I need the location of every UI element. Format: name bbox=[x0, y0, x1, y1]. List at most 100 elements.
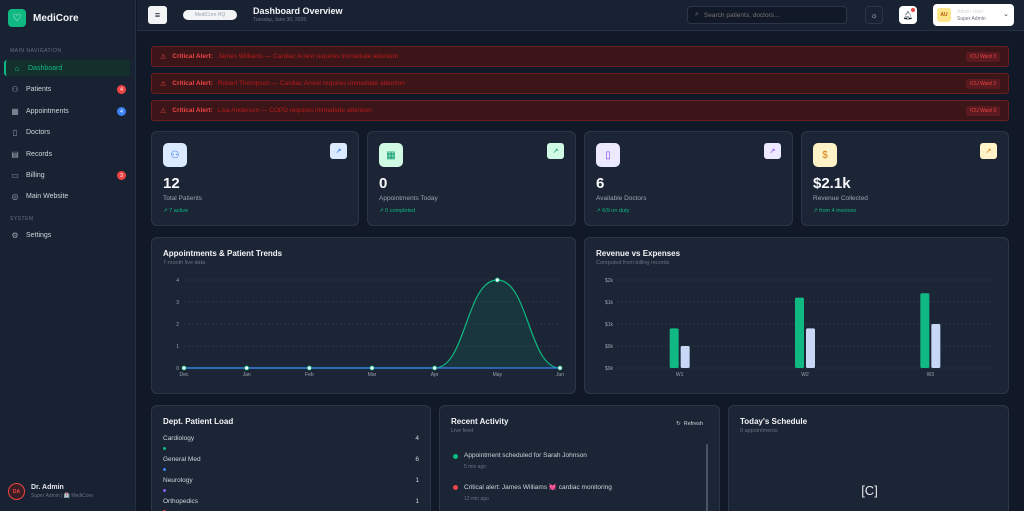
sidebar-item-settings[interactable]: ⚙ Settings bbox=[4, 227, 130, 243]
critical-alert[interactable]: ⚠ Critical Alert: Robert Thompson — Card… bbox=[151, 73, 1009, 94]
alert-label: Critical Alert: bbox=[172, 80, 213, 87]
x-tick-label: May bbox=[493, 372, 503, 378]
dept-count: 1 bbox=[415, 498, 419, 505]
sidebar-item-label: Patients bbox=[26, 85, 52, 93]
warning-icon: ⚠ bbox=[160, 107, 167, 115]
x-tick-label: W3 bbox=[927, 372, 935, 378]
location-pill[interactable]: MediCore HQ bbox=[183, 10, 237, 20]
stat-card-appointments[interactable]: ▦ ↗ 0 Appointments Today ↗ 0 completed bbox=[367, 131, 576, 226]
bar bbox=[920, 293, 930, 368]
critical-alert[interactable]: ⚠ Critical Alert: James Williams — Cardi… bbox=[151, 46, 1009, 67]
alert-message: Robert Thompson — Cardiac Arrest require… bbox=[217, 80, 405, 87]
sun-icon: ☼ bbox=[870, 10, 878, 20]
sidebar-item-patients[interactable]: ⚇ Patients 4 bbox=[4, 81, 130, 97]
sidebar-item-dashboard[interactable]: ⌂ Dashboard bbox=[4, 60, 130, 76]
data-point bbox=[494, 277, 500, 283]
stat-value: $2.1k bbox=[813, 175, 851, 192]
menu-button[interactable]: ≡ bbox=[148, 6, 167, 24]
chevron-down-icon: ⌄ bbox=[1003, 11, 1009, 18]
revenue-chart-card: Revenue vs Expenses Computed from billin… bbox=[584, 237, 1009, 394]
activity-item[interactable]: Critical alert: James Williams 💓 cardiac… bbox=[453, 483, 612, 502]
y-tick-label: 2 bbox=[176, 322, 179, 328]
app-name: MediCore bbox=[33, 12, 79, 24]
gear-icon: ⚙ bbox=[11, 230, 19, 240]
bar bbox=[795, 297, 804, 368]
section-label-system: SYSTEM bbox=[10, 216, 34, 222]
bell-icon: 🔔︎ bbox=[902, 10, 914, 20]
dept-name: General Med bbox=[163, 456, 201, 463]
dept-row: General Med 6 bbox=[163, 456, 419, 471]
card-title: Today's Schedule bbox=[740, 417, 808, 426]
stat-card-doctors[interactable]: ▯ ↗ 6 Available Doctors ↗ 6/9 on duty bbox=[584, 131, 793, 226]
profile-menu[interactable]: AU Admin User Super Admin ⌄ bbox=[933, 4, 1014, 26]
x-tick-label: W2 bbox=[801, 372, 809, 378]
bar bbox=[806, 328, 815, 368]
calendar-icon: ▦ bbox=[379, 143, 403, 167]
sidebar-item-doctors[interactable]: ▯ Doctors bbox=[4, 124, 130, 140]
y-tick-label: 4 bbox=[176, 278, 179, 284]
schedule-card: Today's Schedule 0 appointments [C] bbox=[728, 405, 1009, 511]
hamburger-icon: ≡ bbox=[154, 10, 161, 20]
dollar-icon: $ bbox=[813, 143, 837, 167]
x-tick-label: Jun bbox=[556, 372, 564, 378]
sidebar-user[interactable]: DA Dr. Admin Super Admin | 🏥 MediCore bbox=[8, 483, 93, 500]
stat-card-revenue[interactable]: $ ↗ $2.1k Revenue Collected ↗ from 4 inv… bbox=[801, 131, 1009, 226]
sidebar: ♡ MediCore MAIN NAVIGATION ⌂ Dashboard ⚇… bbox=[0, 0, 136, 511]
stat-sub: ↗ 6/9 on duty bbox=[596, 208, 630, 214]
logo[interactable]: ♡ MediCore bbox=[8, 9, 79, 27]
search-box[interactable]: ⌕ bbox=[687, 6, 847, 24]
dept-color-dot bbox=[163, 468, 166, 471]
page-date: Tuesday, June 30, 2026 bbox=[253, 17, 307, 23]
profile-name: Admin User bbox=[957, 8, 984, 15]
trend-up-icon: ↗ bbox=[980, 143, 997, 159]
dept-count: 1 bbox=[415, 477, 419, 484]
bar bbox=[680, 346, 690, 368]
sidebar-item-billing[interactable]: ▭ Billing 3 bbox=[4, 167, 130, 183]
sidebar-item-main-website[interactable]: ◎ Main Website bbox=[4, 188, 130, 204]
y-tick-label: 3 bbox=[176, 300, 179, 306]
sidebar-item-appointments[interactable]: ▦ Appointments 4 bbox=[4, 103, 130, 119]
card-subtitle: Live feed bbox=[451, 428, 474, 434]
sidebar-item-label: Billing bbox=[26, 171, 45, 179]
search-icon: ⌕ bbox=[695, 11, 699, 18]
notifications-button[interactable]: 🔔︎ bbox=[899, 6, 917, 24]
y-tick-label: $0k bbox=[605, 344, 614, 350]
doctor-icon: ▯ bbox=[12, 127, 18, 137]
sidebar-item-label: Doctors bbox=[26, 128, 51, 136]
stat-label: Revenue Collected bbox=[813, 195, 868, 202]
revenue-chart: $0k $0k $1k $1k $2k W1 W2 W3 bbox=[605, 278, 993, 378]
theme-toggle-button[interactable]: ☼ bbox=[865, 6, 883, 24]
calendar-icon: ▦ bbox=[11, 106, 19, 116]
series-area bbox=[184, 280, 560, 368]
profile-role: Super Admin bbox=[957, 15, 986, 22]
user-role: Super Admin | 🏥 MediCore bbox=[31, 493, 93, 499]
y-tick-label: 1 bbox=[176, 344, 179, 350]
y-tick-label: $1k bbox=[605, 300, 614, 306]
warning-icon: ⚠ bbox=[160, 53, 167, 61]
stat-label: Available Doctors bbox=[596, 195, 647, 202]
stat-card-patients[interactable]: ⚇ ↗ 12 Total Patients ↗ 7 active bbox=[151, 131, 359, 226]
data-point bbox=[181, 365, 187, 371]
notification-dot bbox=[911, 8, 915, 12]
alert-message: Lisa Anderson — COPD requires immediate … bbox=[217, 107, 372, 114]
activity-text: Critical alert: James Williams 💓 cardiac… bbox=[464, 484, 612, 491]
dept-name: Orthopedics bbox=[163, 498, 199, 505]
file-icon: ▤ bbox=[11, 149, 19, 159]
activity-dot bbox=[453, 454, 458, 459]
card-title: Appointments & Patient Trends bbox=[163, 249, 283, 258]
sidebar-item-records[interactable]: ▤ Records bbox=[4, 146, 130, 162]
data-point bbox=[432, 365, 438, 371]
y-tick-label: $1k bbox=[605, 322, 614, 328]
alert-message: James Williams — Cardiac Arrest requires… bbox=[217, 53, 399, 60]
scrollbar[interactable] bbox=[706, 444, 708, 511]
search-input[interactable] bbox=[703, 11, 834, 19]
warning-icon: ⚠ bbox=[160, 80, 167, 88]
x-tick-label: Dec bbox=[180, 372, 189, 378]
dept-row: Neurology 1 bbox=[163, 477, 419, 492]
stat-sub: ↗ 7 active bbox=[163, 208, 189, 214]
activity-item[interactable]: Appointment scheduled for Sarah Johnson … bbox=[453, 452, 587, 470]
refresh-button[interactable]: ↻ Refresh bbox=[676, 421, 703, 427]
top-bar: ≡ MediCore HQ Dashboard Overview Tuesday… bbox=[137, 0, 1024, 31]
refresh-icon: ↻ bbox=[676, 421, 681, 427]
critical-alert[interactable]: ⚠ Critical Alert: Lisa Anderson — COPD r… bbox=[151, 100, 1009, 121]
